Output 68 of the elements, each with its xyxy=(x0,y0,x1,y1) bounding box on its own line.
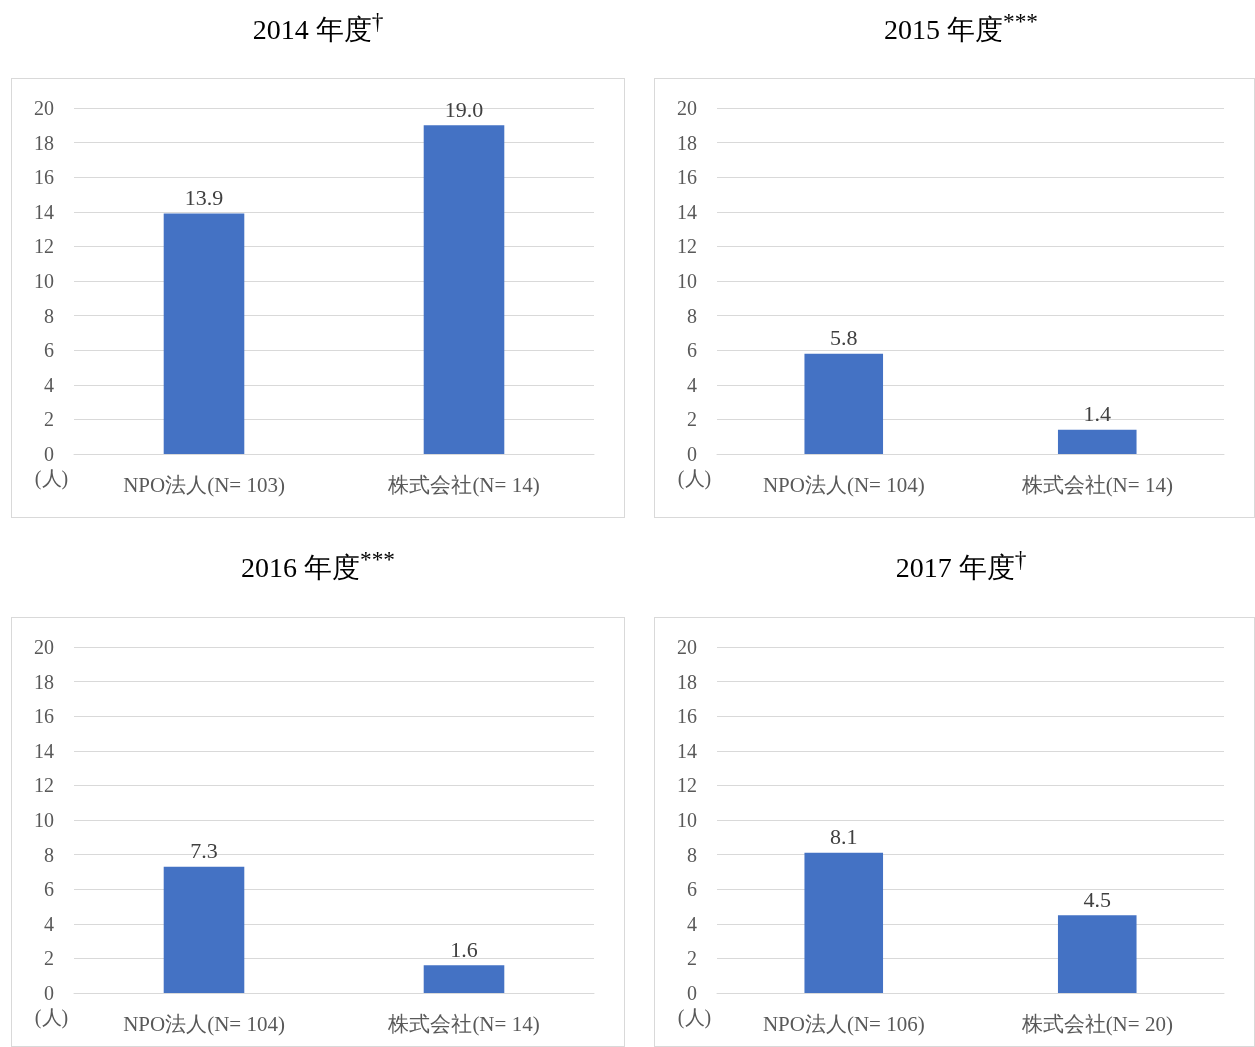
y-tick-label: 10 xyxy=(34,270,54,292)
data-label: 13.9 xyxy=(184,185,224,211)
y-tick-label: 4 xyxy=(687,912,697,935)
x-tick-label: NPO法人(N= 104) xyxy=(762,472,925,497)
y-tick-label: 6 xyxy=(44,878,54,901)
y-tick-label: 14 xyxy=(34,739,54,762)
x-tick-label: 株式会社(N= 14) xyxy=(387,1011,540,1036)
y-tick-label: 8 xyxy=(687,843,697,866)
y-tick-label: 6 xyxy=(687,339,697,362)
y-tick-label: 0 xyxy=(687,982,697,1004)
data-label: 8.1 xyxy=(830,824,858,850)
y-axis-title: (人) xyxy=(677,1006,712,1029)
y-tick-label: 12 xyxy=(34,235,54,258)
y-tick-label: 2 xyxy=(44,408,54,431)
data-label: 1.4 xyxy=(1083,401,1111,427)
x-tick-label: 株式会社(N= 20) xyxy=(1020,1011,1173,1036)
y-tick-label: 4 xyxy=(44,373,54,396)
y-axis-title: (人) xyxy=(34,1006,69,1029)
y-tick-label: 6 xyxy=(687,878,697,901)
x-tick-label: NPO法人(N= 104) xyxy=(123,1011,285,1036)
y-tick-label: 4 xyxy=(687,373,697,396)
y-tick-label: 8 xyxy=(44,304,54,327)
x-tick-label: NPO法人(N= 106) xyxy=(762,1011,925,1036)
y-tick-label: 18 xyxy=(34,670,54,693)
x-tick-label: NPO法人(N= 103) xyxy=(123,472,285,497)
y-tick-label: 2 xyxy=(687,947,697,970)
y-tick-label: 16 xyxy=(677,705,697,728)
y-tick-label: 18 xyxy=(677,131,697,154)
y-tick-label: 18 xyxy=(677,670,697,693)
data-label: 4.5 xyxy=(1083,886,1111,912)
x-tick-label: 株式会社(N= 14) xyxy=(1020,472,1173,497)
data-label: 5.8 xyxy=(830,325,858,351)
y-axis-title: (人) xyxy=(34,467,69,490)
y-tick-label: 20 xyxy=(34,636,54,658)
y-tick-label: 16 xyxy=(677,166,697,189)
chart-title: 2017 年度$^{†}$ xyxy=(894,546,1028,586)
y-tick-label: 14 xyxy=(677,739,697,762)
y-tick-label: 8 xyxy=(44,843,54,866)
x-tick-label: 株式会社(N= 14) xyxy=(387,472,540,497)
y-tick-label: 12 xyxy=(34,774,54,797)
y-tick-label: 2 xyxy=(44,947,54,970)
y-tick-label: 0 xyxy=(44,443,54,465)
chart-title: 2014 年度$^{†}$ xyxy=(251,8,385,48)
y-tick-label: 6 xyxy=(44,339,54,362)
data-label: 7.3 xyxy=(190,838,218,864)
y-axis-title: (人) xyxy=(677,467,712,490)
y-tick-label: 16 xyxy=(34,705,54,728)
y-tick-label: 20 xyxy=(34,97,54,119)
chart-title: 2016 年度$^{***}$ xyxy=(240,546,396,586)
data-label: 1.6 xyxy=(450,936,478,962)
y-tick-label: 0 xyxy=(44,982,54,1004)
y-tick-label: 20 xyxy=(677,97,697,119)
y-tick-label: 20 xyxy=(677,636,697,658)
y-tick-label: 12 xyxy=(677,774,697,797)
y-tick-label: 12 xyxy=(677,235,697,258)
y-tick-label: 8 xyxy=(687,304,697,327)
y-tick-label: 10 xyxy=(34,809,54,831)
y-tick-label: 0 xyxy=(687,443,697,465)
y-tick-label: 10 xyxy=(677,270,697,292)
chart-title: 2015 年度$^{***}$ xyxy=(883,8,1039,48)
y-tick-label: 14 xyxy=(34,200,54,223)
y-tick-label: 2 xyxy=(687,408,697,431)
y-tick-label: 14 xyxy=(677,200,697,223)
y-tick-label: 10 xyxy=(677,809,697,831)
y-tick-label: 16 xyxy=(34,166,54,189)
y-tick-label: 4 xyxy=(44,912,54,935)
data-label: 19.0 xyxy=(444,96,484,122)
y-tick-label: 18 xyxy=(34,131,54,154)
